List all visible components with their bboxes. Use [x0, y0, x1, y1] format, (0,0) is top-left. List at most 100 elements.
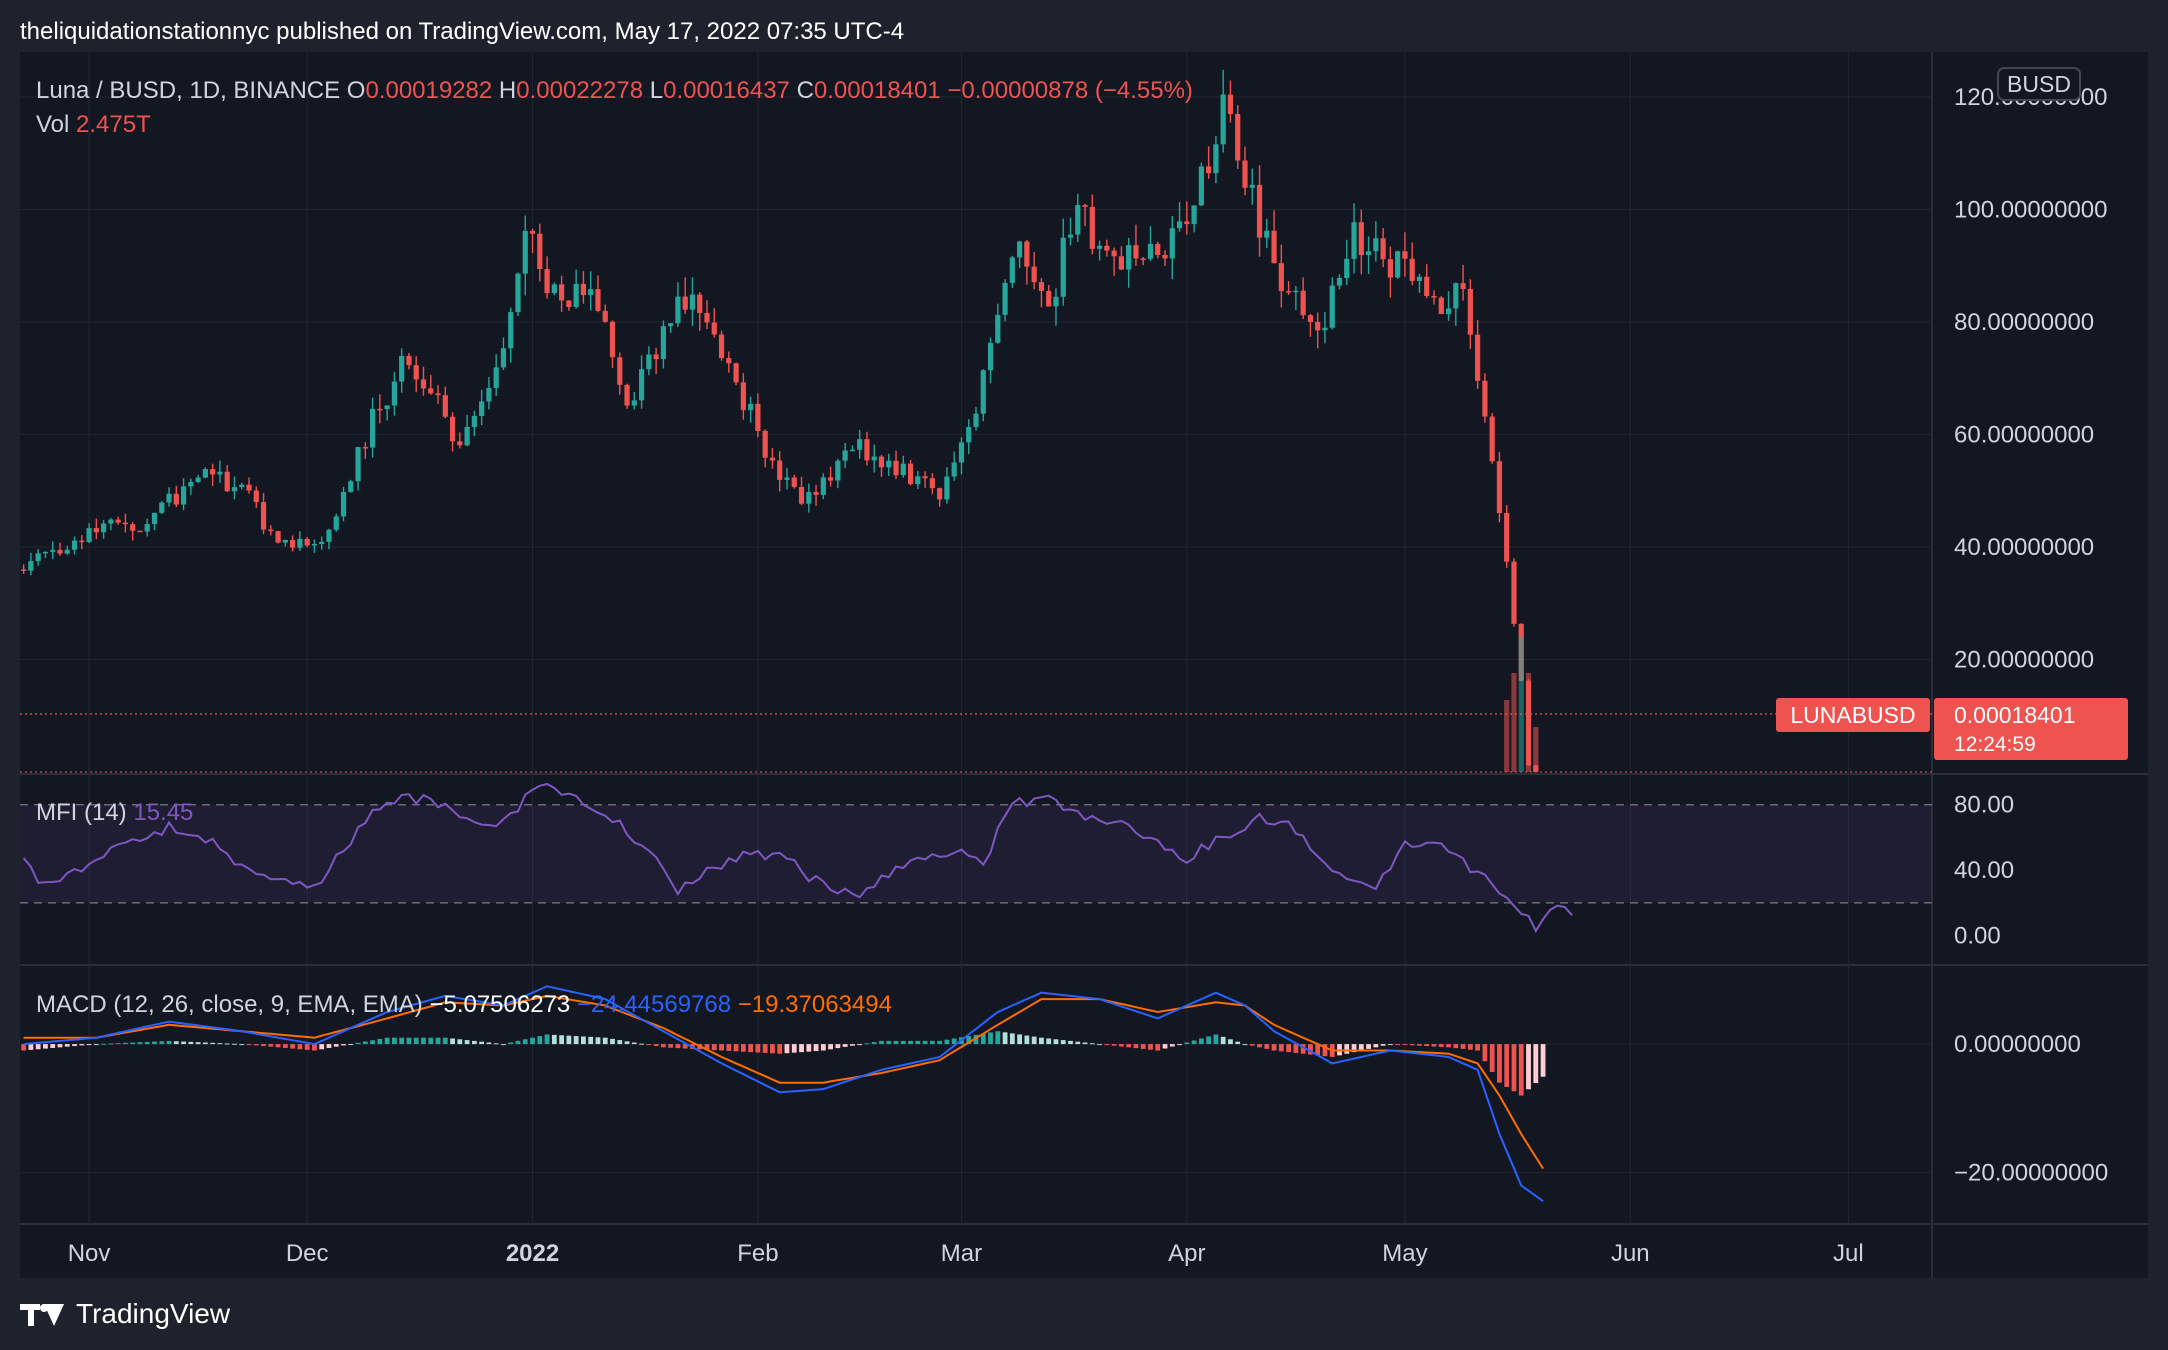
macd-histogram-bar [1206, 1036, 1212, 1045]
candle-body [1460, 283, 1466, 290]
macd-histogram-bar [57, 1044, 63, 1048]
macd-histogram-bar [144, 1041, 150, 1045]
macd-histogram-bar [1082, 1042, 1088, 1045]
candle-body [958, 442, 965, 463]
macd-histogram-bar [617, 1040, 623, 1045]
candle-body [340, 491, 347, 517]
candle-body [442, 395, 448, 417]
chart-frame[interactable]: NovDec2022FebMarAprMayJunJul120.00000000… [20, 52, 2148, 1278]
x-tick-label: Feb [737, 1240, 778, 1267]
candle-body [362, 447, 368, 449]
macd-histogram-bar [64, 1044, 70, 1047]
candle-body [1315, 321, 1321, 331]
candle-body [406, 355, 412, 366]
candle-body [849, 449, 856, 452]
macd-histogram-bar [835, 1044, 841, 1049]
macd-histogram-bar [951, 1038, 957, 1045]
macd-histogram-bar [1417, 1044, 1422, 1046]
macd-histogram-bar [1249, 1044, 1255, 1046]
macd-histogram-bar [1140, 1044, 1146, 1049]
x-tick-label: May [1382, 1240, 1427, 1267]
candle-body [319, 541, 325, 545]
macd-histogram-bar [1089, 1043, 1095, 1045]
macd-histogram-bar [639, 1043, 644, 1045]
candle-body [835, 460, 841, 481]
candle-body [813, 492, 819, 495]
volume-label: Vol [36, 111, 76, 138]
macd-histogram-bar [181, 1041, 186, 1045]
macd-histogram-bar [275, 1044, 281, 1048]
macd-histogram-bar [1271, 1044, 1277, 1051]
macd-histogram-bar [479, 1041, 485, 1045]
candle-body [929, 478, 935, 489]
candle-body [711, 322, 717, 335]
candle-body [551, 284, 557, 294]
macd-histogram-bar [1540, 1044, 1546, 1077]
macd-line [23, 985, 1544, 1203]
macd-histogram-bar [893, 1040, 899, 1045]
macd-histogram-bar [922, 1040, 928, 1045]
candle-body [1358, 222, 1364, 256]
macd-histogram-bar [610, 1038, 615, 1045]
macd-histogram-bar [319, 1044, 325, 1050]
footer-brand[interactable]: TradingView [20, 1296, 230, 1332]
candle-body [282, 540, 288, 543]
candle-body [420, 379, 427, 389]
candle-body [1075, 205, 1081, 235]
candle-body [1227, 94, 1234, 115]
mfi-tick-label: 40.00 [1954, 857, 2014, 884]
candle-body [399, 355, 405, 382]
candle-body [1118, 256, 1124, 270]
candle-body [486, 387, 492, 402]
candle-body [1082, 205, 1088, 207]
macd-histogram-bar [1104, 1044, 1110, 1046]
macd-histogram-bar [435, 1037, 441, 1045]
candle-body [275, 531, 281, 543]
macd-histogram-bar [239, 1044, 245, 1046]
candle-body [1344, 258, 1350, 279]
x-tick-label: Jul [1833, 1240, 1864, 1267]
macd-histogram-bar [123, 1042, 128, 1045]
macd-histogram-bar [1533, 1044, 1539, 1083]
candle-body [1409, 258, 1415, 281]
macd-histogram-bar [268, 1044, 274, 1047]
macd-histogram-bar [602, 1037, 608, 1045]
candle-body [973, 413, 979, 427]
candle-body [966, 426, 972, 443]
candle-body [1271, 230, 1277, 264]
candle-body [253, 490, 259, 503]
candle-body [1067, 234, 1074, 238]
candle-body [1496, 461, 1503, 514]
candle-body [784, 477, 790, 480]
publisher-banner: theliquidationstationnyc published on Tr… [20, 18, 905, 45]
macd-histogram-bar [937, 1040, 943, 1045]
macd-histogram-bar [995, 1031, 1001, 1045]
candle-body [871, 456, 877, 461]
macd-histogram-bar [392, 1037, 397, 1045]
macd-histogram-bar [886, 1040, 892, 1045]
candle-body [1431, 295, 1437, 298]
macd-histogram-bar [1133, 1044, 1139, 1049]
candle-body [900, 463, 906, 476]
candle-body [1438, 297, 1444, 315]
macd-histogram-bar [428, 1037, 434, 1045]
macd-histogram-bar [246, 1044, 252, 1046]
macd-histogram-bar [1257, 1044, 1262, 1048]
candle-body [726, 358, 732, 364]
candle-body [1038, 282, 1045, 291]
macd-histogram-bar [224, 1043, 230, 1045]
high-value: 0.00022278 [516, 77, 649, 104]
candle-body [333, 516, 339, 530]
mfi-line [22, 782, 1573, 933]
candle-body [297, 538, 303, 548]
candle-body [449, 416, 456, 442]
macd-histogram-bar [1497, 1044, 1502, 1083]
chart-canvas[interactable]: NovDec2022FebMarAprMayJunJul120.00000000… [20, 52, 2148, 1278]
x-tick-label: Mar [941, 1240, 982, 1267]
candle-body [384, 405, 390, 410]
candle-body [122, 522, 129, 525]
macd-histogram-bar [813, 1044, 819, 1052]
volume-bar [1504, 700, 1510, 772]
macd-histogram-bar [980, 1033, 986, 1045]
macd-histogram-bar [108, 1043, 114, 1045]
